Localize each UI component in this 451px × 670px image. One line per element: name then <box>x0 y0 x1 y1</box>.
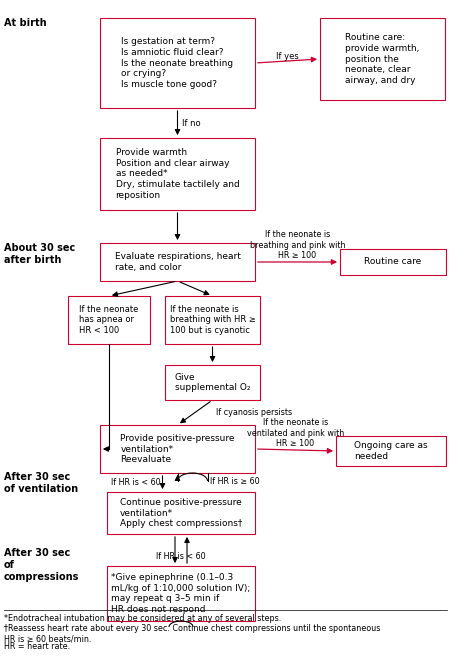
Text: †Reassess heart rate about every 30 sec. Continue chest compressions until the s: †Reassess heart rate about every 30 sec.… <box>4 624 380 644</box>
Text: *Endotracheal intubation may be considered at any of several steps.: *Endotracheal intubation may be consider… <box>4 614 281 623</box>
FancyBboxPatch shape <box>165 296 260 344</box>
Text: If no: If no <box>181 119 200 127</box>
Text: HR = heart rate.: HR = heart rate. <box>4 642 70 651</box>
FancyBboxPatch shape <box>340 249 446 275</box>
Text: If HR is < 60: If HR is < 60 <box>111 478 161 487</box>
Text: Evaluate respirations, heart
rate, and color: Evaluate respirations, heart rate, and c… <box>115 252 240 272</box>
Text: If the neonate is
breathing and pink with
HR ≥ 100: If the neonate is breathing and pink wit… <box>250 230 345 260</box>
FancyBboxPatch shape <box>68 296 150 344</box>
Text: If the neonate is
ventilated and pink with
HR ≥ 100: If the neonate is ventilated and pink wi… <box>247 418 344 448</box>
Text: Routine care:
provide warmth,
position the
neonate, clear
airway, and dry: Routine care: provide warmth, position t… <box>345 33 420 85</box>
Text: After 30 sec
of
compressions: After 30 sec of compressions <box>4 548 79 582</box>
FancyBboxPatch shape <box>100 243 255 281</box>
FancyBboxPatch shape <box>100 138 255 210</box>
Text: Provide warmth
Position and clear airway
as needed*
Dry, stimulate tactilely and: Provide warmth Position and clear airway… <box>115 148 239 200</box>
FancyBboxPatch shape <box>100 425 255 473</box>
Text: If the neonate is
breathing with HR ≥
100 but is cyanotic: If the neonate is breathing with HR ≥ 10… <box>170 305 255 335</box>
FancyBboxPatch shape <box>107 566 255 621</box>
Text: Ongoing care as
needed: Ongoing care as needed <box>354 441 428 461</box>
Text: *Give epinephrine (0.1–0.3
mL/kg of 1:10,000 solution IV);
may repeat q 3–5 min : *Give epinephrine (0.1–0.3 mL/kg of 1:10… <box>111 573 251 614</box>
FancyBboxPatch shape <box>107 492 255 534</box>
Text: At birth: At birth <box>4 18 46 28</box>
Text: After 30 sec
of ventilation: After 30 sec of ventilation <box>4 472 78 494</box>
Text: Give
supplemental O₂: Give supplemental O₂ <box>175 373 250 393</box>
Text: If the neonate
has apnea or
HR < 100: If the neonate has apnea or HR < 100 <box>79 305 139 335</box>
Text: If cyanosis persists: If cyanosis persists <box>216 408 293 417</box>
FancyBboxPatch shape <box>100 18 255 108</box>
Text: If HR is ≥ 60: If HR is ≥ 60 <box>210 477 259 486</box>
Text: Is gestation at term?
Is amniotic fluid clear?
Is the neonate breathing
or cryin: Is gestation at term? Is amniotic fluid … <box>121 37 234 89</box>
Text: If HR is < 60: If HR is < 60 <box>156 552 206 561</box>
Text: About 30 sec
after birth: About 30 sec after birth <box>4 243 75 265</box>
Text: Provide positive-pressure
ventilation*
Reevaluate: Provide positive-pressure ventilation* R… <box>120 433 235 464</box>
FancyBboxPatch shape <box>336 436 446 466</box>
Text: If yes: If yes <box>276 52 299 61</box>
Text: Routine care: Routine care <box>364 257 422 267</box>
Text: Continue positive-pressure
ventilation*
Apply chest compressions†: Continue positive-pressure ventilation* … <box>120 498 242 528</box>
FancyBboxPatch shape <box>320 18 445 100</box>
FancyBboxPatch shape <box>165 365 260 400</box>
